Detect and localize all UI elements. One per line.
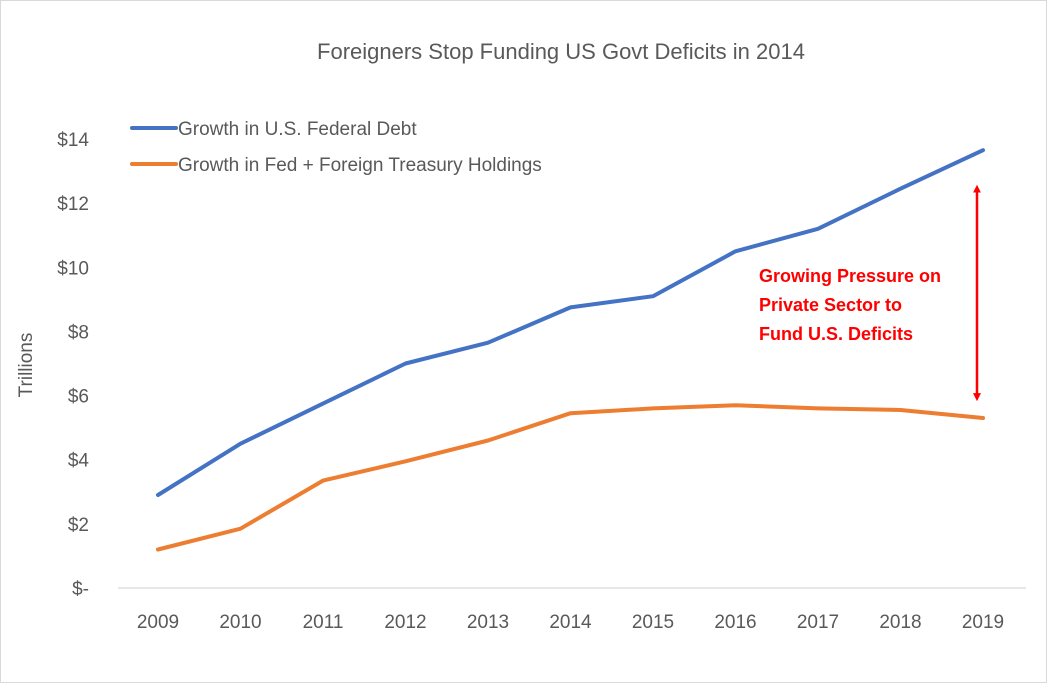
x-tick-label: 2015: [632, 612, 674, 633]
x-axis-ticks: 2009 2010 2011 2012 2013 2014 2015 2016 2017 2018…: [137, 612, 1004, 633]
legend-label-2: Growth in Fed + Foreign Treasury Holding…: [178, 155, 542, 176]
annotation-line: Growing Pressure on: [759, 266, 941, 286]
x-tick-label: 2011: [303, 612, 344, 633]
annotation-line: Fund U.S. Deficits: [759, 324, 913, 344]
x-tick-label: 2019: [962, 612, 1004, 633]
x-tick-label: 2012: [384, 612, 426, 633]
y-axis-ticks: $- $2 $4 $6 $8 $10 $12 $14: [57, 130, 89, 600]
y-tick-label: $4: [68, 451, 90, 472]
y-axis-label: Trillions: [16, 333, 37, 398]
x-tick-label: 2010: [219, 612, 261, 633]
chart-title: Foreigners Stop Funding US Govt Deficits…: [317, 39, 805, 64]
x-tick-label: 2017: [797, 612, 839, 633]
y-tick-label: $10: [57, 258, 89, 279]
x-tick-label: 2018: [879, 612, 921, 633]
y-tick-label: $-: [72, 579, 89, 600]
series-line-2: [156, 403, 985, 552]
x-tick-label: 2014: [549, 612, 592, 633]
y-tick-label: $14: [57, 130, 89, 151]
x-tick-label: 2013: [467, 612, 509, 633]
x-tick-label: 2009: [137, 612, 179, 633]
y-tick-label: $2: [68, 515, 89, 536]
y-tick-label: $6: [68, 387, 89, 408]
annotation-layer: Growing Pressure on Private Sector to Fund…: [759, 184, 981, 402]
legend: Growth in U.S. Federal Debt Growth in Fed…: [130, 119, 542, 176]
y-tick-label: $8: [68, 322, 89, 343]
annotation-line: Private Sector to: [759, 295, 902, 315]
legend-label-1: Growth in U.S. Federal Debt: [178, 119, 417, 140]
series-layer: [156, 148, 985, 552]
series-line-1: [156, 148, 985, 497]
y-tick-label: $12: [57, 194, 89, 215]
annotation-text: Growing Pressure on Private Sector to Fund…: [759, 266, 941, 344]
x-tick-label: 2016: [714, 612, 756, 633]
